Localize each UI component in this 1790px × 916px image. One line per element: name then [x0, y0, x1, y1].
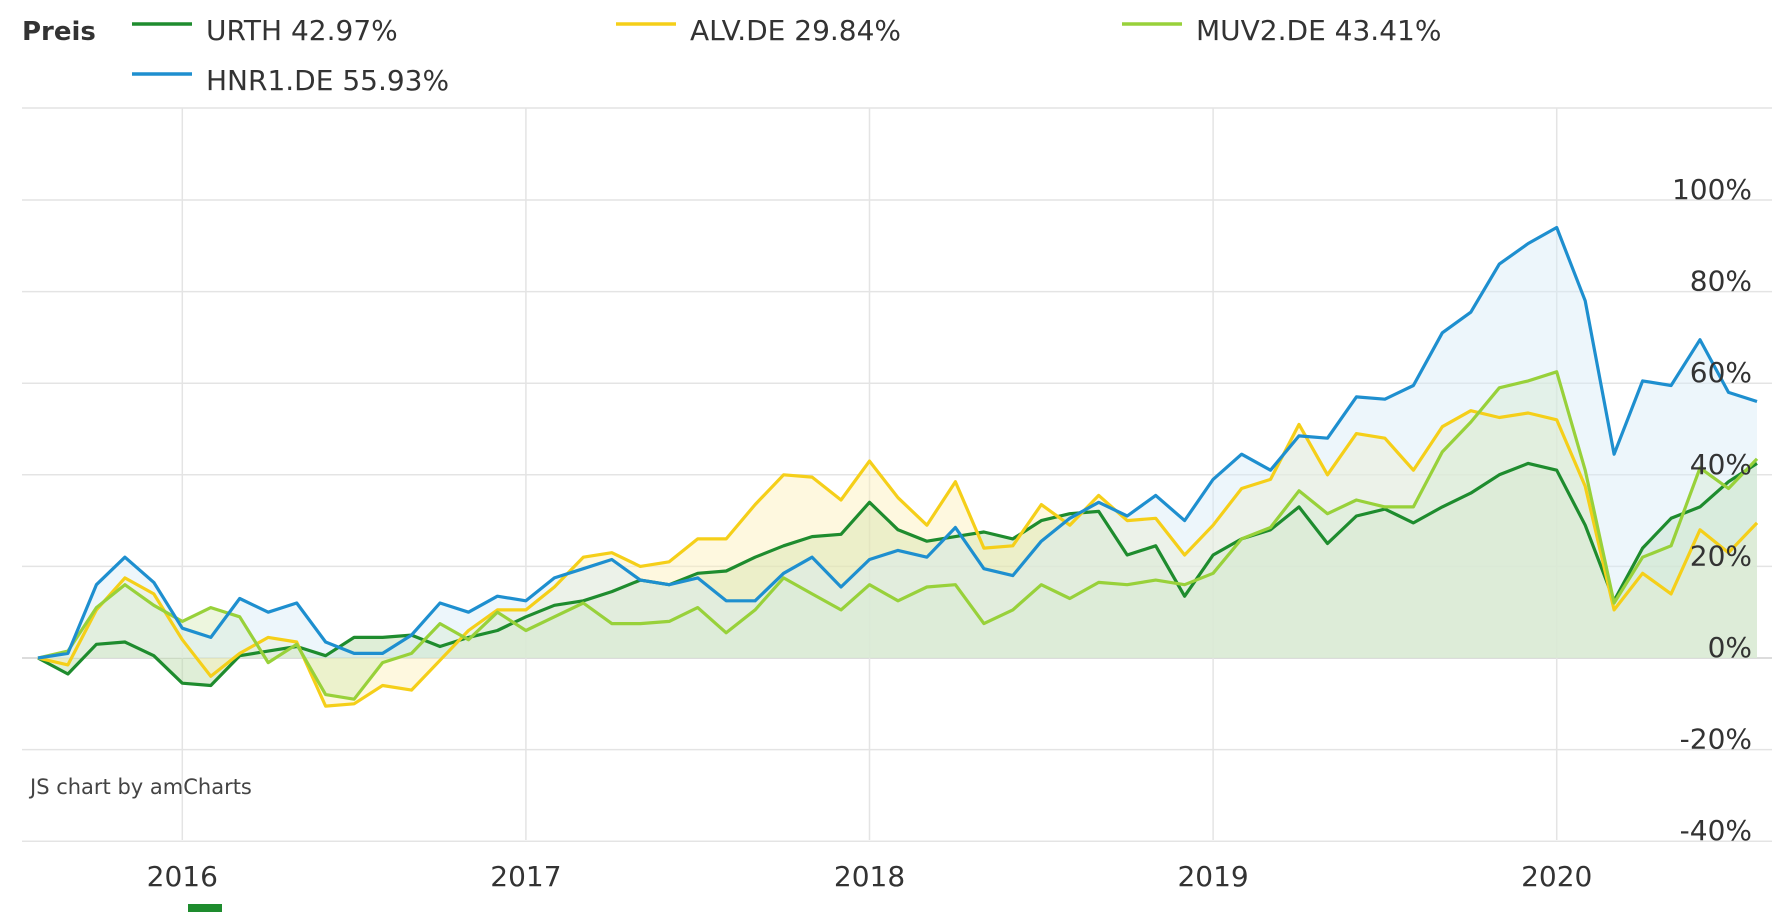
y-tick-label: 100%: [1672, 173, 1752, 206]
y-tick-label: 80%: [1690, 265, 1752, 298]
series-area-hnr1-de: [38, 227, 1757, 658]
x-tick-label: 2016: [147, 860, 218, 893]
series-lines: [37, 225, 1759, 708]
y-tick-label: 20%: [1690, 539, 1752, 572]
x-tick-label: 2020: [1521, 860, 1592, 893]
area-fills: [38, 227, 1757, 707]
legend-label: ALV.DE 29.84%: [690, 14, 901, 47]
legend-item-muv2-de[interactable]: MUV2.DE 43.41%: [1122, 14, 1441, 47]
series-area-urth: [38, 463, 1757, 686]
series-line-urth[interactable]: [37, 461, 1758, 688]
y-axis: 100% 80% 60% 40% 20% 0% -20% -40%: [1672, 173, 1752, 847]
series-line-muv2-de[interactable]: [37, 370, 1759, 701]
legend-title: Preis: [22, 17, 96, 47]
grid: [22, 107, 1772, 842]
legend-item-urth[interactable]: URTH 42.97%: [132, 14, 398, 47]
series-area-muv2-de: [38, 371, 1757, 700]
legend-label: URTH 42.97%: [206, 14, 398, 47]
legend-item-alv-de[interactable]: ALV.DE 29.84%: [616, 14, 901, 47]
series-line-alv-de[interactable]: [37, 409, 1759, 708]
x-axis: 2016 2017 2018 2019 2020: [147, 860, 1593, 893]
legend-label: MUV2.DE 43.41%: [1196, 14, 1441, 47]
x-tick-label: 2019: [1177, 860, 1248, 893]
scrollbar-handle[interactable]: [188, 904, 222, 912]
y-tick-label: -40%: [1680, 814, 1752, 847]
x-tick-label: 2018: [834, 860, 905, 893]
x-tick-label: 2017: [490, 860, 561, 893]
y-tick-label: 60%: [1690, 356, 1752, 389]
y-tick-label: 40%: [1690, 448, 1752, 481]
y-tick-label: -20%: [1680, 723, 1752, 756]
y-tick-label: 0%: [1708, 631, 1752, 664]
legend-item-hnr1-de[interactable]: HNR1.DE 55.93%: [132, 64, 449, 97]
amcharts-credit-link[interactable]: JS chart by amCharts: [28, 775, 252, 799]
series-line-hnr1-de[interactable]: [37, 225, 1758, 660]
legend-label: HNR1.DE 55.93%: [206, 64, 449, 97]
legend: Preis URTH 42.97% ALV.DE 29.84% MUV2.DE 43…: [22, 14, 1441, 97]
